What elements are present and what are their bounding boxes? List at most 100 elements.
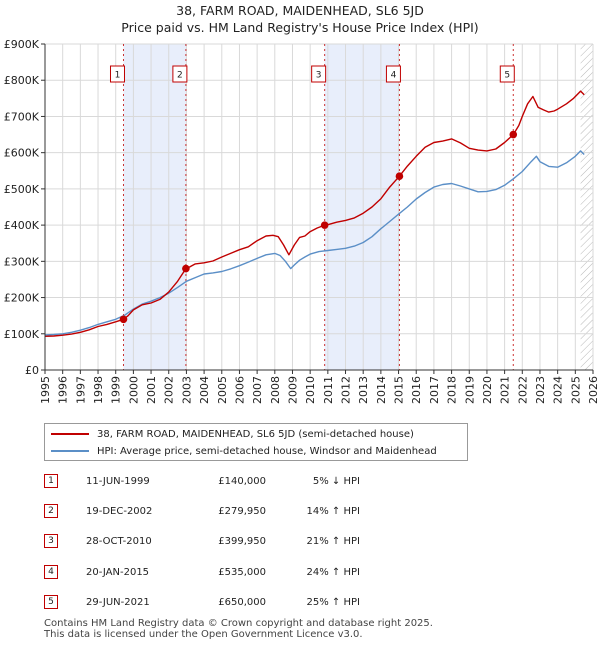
y-tick-label: £400K <box>4 219 40 232</box>
sale-point <box>395 172 404 181</box>
sale-point <box>320 221 329 229</box>
legend-item-property: 38, FARM ROAD, MAIDENHEAD, SL6 5JD (semi… <box>51 427 414 443</box>
legend-swatch-hpi <box>51 450 89 452</box>
x-tick-label: 2001 <box>145 376 158 404</box>
x-tick-label: 2021 <box>499 376 512 404</box>
sale-marker-box <box>499 65 515 83</box>
x-tick-label: 2024 <box>552 376 565 404</box>
sale-number-badge: 2 <box>44 504 58 518</box>
x-tick-label: 2020 <box>481 376 494 404</box>
future-hatch <box>580 44 593 370</box>
x-tick-label: 2016 <box>410 376 423 404</box>
x-tick-label: 2008 <box>269 376 282 404</box>
x-tick-label: 2009 <box>286 376 299 404</box>
sale-marker-label: 3 <box>316 71 322 81</box>
x-tick-label: 2000 <box>127 376 140 404</box>
x-tick-label: 2005 <box>216 376 229 404</box>
price-chart: 1 2 3 4 5 £0 £100K £200K £300K £400K £500K £600K £70… <box>4 38 600 404</box>
x-tick-label: 2011 <box>322 376 335 404</box>
x-tick-label: 1999 <box>110 376 123 404</box>
shaded-period <box>123 44 186 370</box>
x-tick-label: 2004 <box>198 376 211 404</box>
x-tick-label: 2014 <box>375 376 388 404</box>
x-tick-label: 2022 <box>516 376 529 404</box>
sale-marker-box <box>311 65 327 83</box>
footer-copyright: Contains HM Land Registry data © Crown c… <box>44 618 433 629</box>
x-tick-label: 2019 <box>463 376 476 404</box>
sale-date: 20-JAN-2015 <box>86 567 150 578</box>
chart-title: 38, FARM ROAD, MAIDENHEAD, SL6 5JD Price… <box>0 2 600 36</box>
sale-marker-box <box>109 65 125 83</box>
x-tick-label: 1995 <box>39 376 52 404</box>
y-tick-label: £900K <box>4 38 40 51</box>
sale-number-badge: 5 <box>44 595 58 609</box>
sale-date: 19-DEC-2002 <box>86 506 153 517</box>
sale-number-badge: 4 <box>44 565 58 579</box>
x-tick-label: 2023 <box>534 376 547 404</box>
sale-date: 11-JUN-1999 <box>86 476 150 487</box>
title-line-2: Price paid vs. HM Land Registry's House … <box>121 20 479 35</box>
sale-number-badge: 1 <box>44 474 58 488</box>
sale-row: 5 29-JUN-2021 £650,000 25% ↑ HPI <box>44 593 464 613</box>
sale-number-badge: 3 <box>44 534 58 548</box>
sale-hpi-diff: 21% ↑ HPI <box>306 536 360 547</box>
x-tick-label: 2010 <box>304 376 317 404</box>
legend-swatch-property <box>51 433 89 435</box>
sale-point <box>509 130 518 139</box>
sale-row: 4 20-JAN-2015 £535,000 24% ↑ HPI <box>44 563 464 583</box>
legend: 38, FARM ROAD, MAIDENHEAD, SL6 5JD (semi… <box>44 423 468 461</box>
sale-price: £140,000 <box>218 476 266 487</box>
legend-item-hpi: HPI: Average price, semi-detached house,… <box>51 444 437 460</box>
y-tick-label: £700K <box>4 110 40 123</box>
sale-hpi-diff: 25% ↑ HPI <box>306 597 360 608</box>
sale-marker-box <box>385 65 401 83</box>
sale-marker-label: 1 <box>115 71 121 81</box>
x-tick-label: 1996 <box>57 376 70 404</box>
sale-marker-label: 5 <box>504 71 510 81</box>
sale-price: £279,950 <box>218 506 266 517</box>
sale-row: 3 28-OCT-2010 £399,950 21% ↑ HPI <box>44 532 464 552</box>
sale-hpi-diff: 24% ↑ HPI <box>306 567 360 578</box>
sale-price: £535,000 <box>218 567 266 578</box>
legend-label-hpi: HPI: Average price, semi-detached house,… <box>97 446 437 457</box>
sale-marker-label: 4 <box>391 71 397 81</box>
title-line-1: 38, FARM ROAD, MAIDENHEAD, SL6 5JD <box>176 3 424 18</box>
y-tick-label: £500K <box>4 183 40 196</box>
x-tick-label: 2026 <box>587 376 600 404</box>
x-tick-label: 2015 <box>393 376 406 404</box>
sale-point <box>182 264 190 273</box>
sale-date: 28-OCT-2010 <box>86 536 152 547</box>
y-tick-label: £0 <box>25 364 39 377</box>
sale-marker-label: 2 <box>177 71 183 81</box>
y-tick-label: £200K <box>4 292 40 305</box>
x-tick-label: 2018 <box>446 376 459 404</box>
x-tick-label: 1998 <box>92 376 105 404</box>
x-tick-label: 2006 <box>233 376 246 404</box>
sale-row: 1 11-JUN-1999 £140,000 5% ↓ HPI <box>44 472 464 492</box>
x-tick-label: 2003 <box>180 376 193 404</box>
sale-marker-box <box>172 65 188 83</box>
legend-label-property: 38, FARM ROAD, MAIDENHEAD, SL6 5JD (semi… <box>97 429 414 440</box>
sale-point <box>119 315 128 324</box>
sale-hpi-diff: 5% ↓ HPI <box>312 476 360 487</box>
x-tick-label: 2025 <box>569 376 582 404</box>
x-tick-label: 2013 <box>357 376 370 404</box>
sale-date: 29-JUN-2021 <box>86 597 150 608</box>
x-tick-label: 2007 <box>251 376 264 404</box>
x-tick-label: 2012 <box>340 376 353 404</box>
footer-licence: This data is licensed under the Open Gov… <box>44 629 363 640</box>
y-tick-label: £100K <box>4 328 40 341</box>
shaded-period <box>324 44 400 370</box>
sale-price: £650,000 <box>218 597 266 608</box>
x-tick-label: 1997 <box>74 376 87 404</box>
sale-hpi-diff: 14% ↑ HPI <box>306 506 360 517</box>
y-tick-label: £600K <box>4 147 40 160</box>
y-tick-label: £300K <box>4 255 40 268</box>
sale-price: £399,950 <box>218 536 266 547</box>
sale-row: 2 19-DEC-2002 £279,950 14% ↑ HPI <box>44 502 464 522</box>
x-tick-label: 2017 <box>428 376 441 404</box>
x-tick-label: 2002 <box>163 376 176 404</box>
property-price-line <box>44 90 585 337</box>
y-tick-label: £800K <box>4 74 40 87</box>
footer: Contains HM Land Registry data © Crown c… <box>44 618 433 640</box>
